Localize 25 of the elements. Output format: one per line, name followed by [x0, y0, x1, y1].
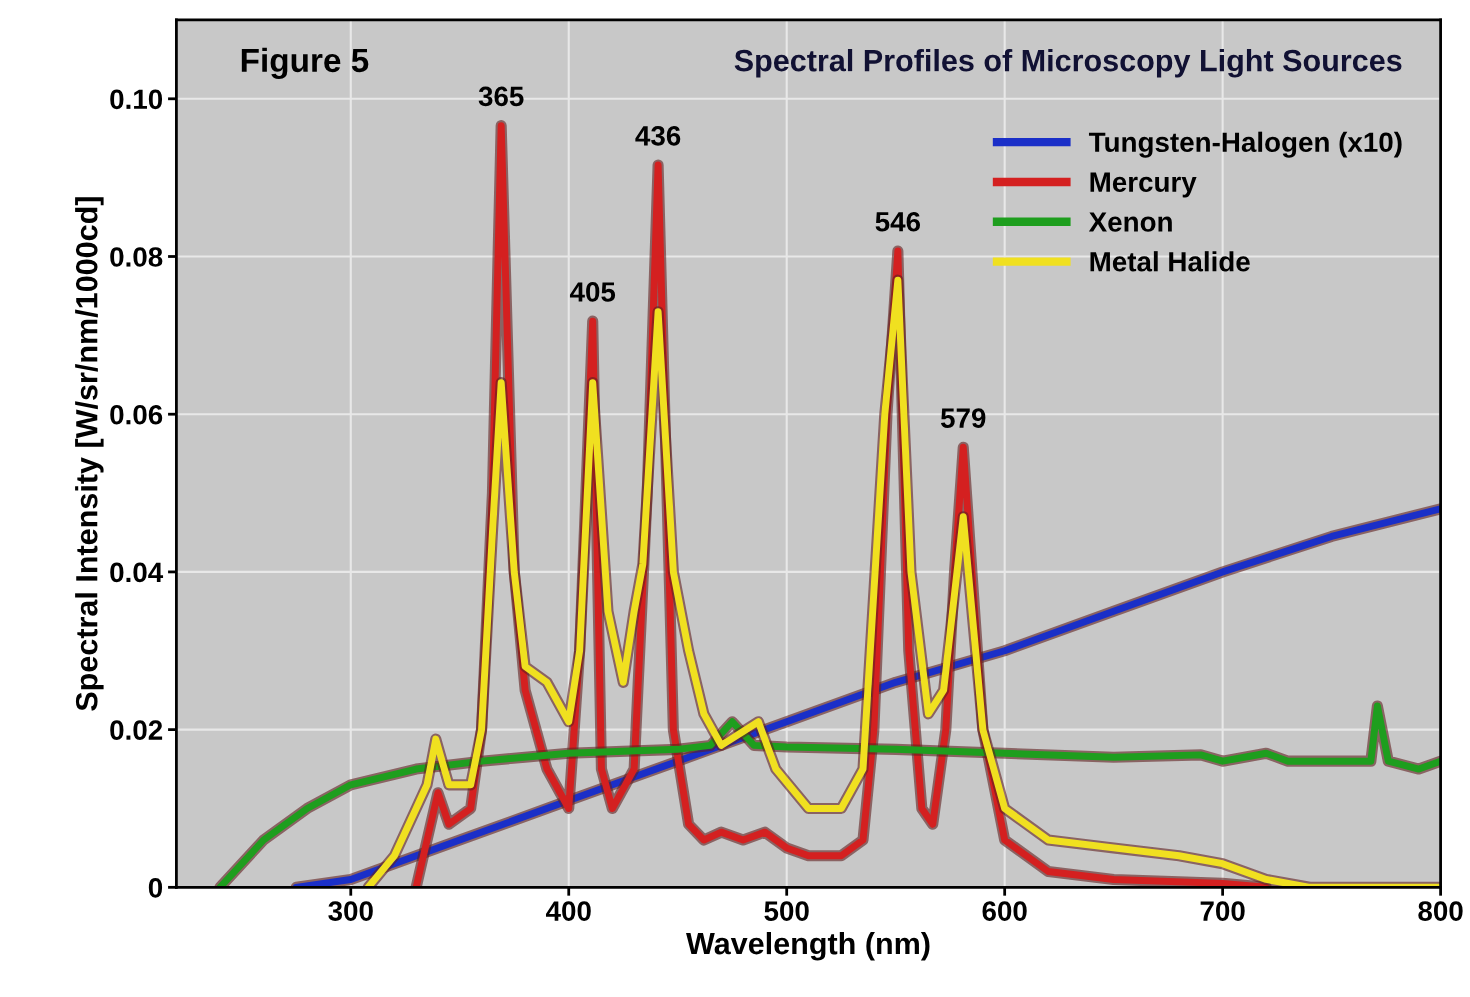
- x-tick-label: 600: [982, 901, 1027, 921]
- y-tick-label: 0.10: [110, 89, 163, 110]
- y-tick-label: 0.02: [110, 720, 163, 740]
- x-tick-label: 700: [1200, 901, 1245, 921]
- y-tick-label: 0.04: [110, 562, 164, 583]
- annotation: 405: [569, 282, 616, 302]
- y-tick-label: 0.06: [110, 404, 163, 425]
- y-tick-label: 0.08: [110, 247, 163, 267]
- annotation: 546: [875, 211, 921, 232]
- x-tick-label: 800: [1418, 901, 1463, 921]
- x-tick-label: 500: [764, 901, 809, 921]
- x-tick-label: 300: [328, 901, 373, 921]
- legend-label: Tungsten-Halogen (x10): [1088, 131, 1402, 158]
- annotation: 436: [635, 125, 681, 146]
- y-tick-label: 0: [148, 878, 163, 898]
- legend-label: Metal Halide: [1090, 251, 1250, 272]
- text: Spectral Profiles of Microscopy Light Sources: [734, 49, 1402, 78]
- legend-label: Mercury: [1090, 172, 1197, 198]
- y-axis-title: Spectral Intensity [W/sr/nm/1000cd]: [75, 197, 104, 711]
- x-axis-title: Wavelength (nm): [686, 931, 930, 961]
- annotation: Figure 5: [241, 47, 369, 79]
- x-tick-label: 400: [545, 901, 591, 921]
- annotation: 579: [940, 408, 986, 428]
- annotation: 365: [478, 86, 524, 107]
- legend-label: Xenon: [1088, 212, 1172, 232]
